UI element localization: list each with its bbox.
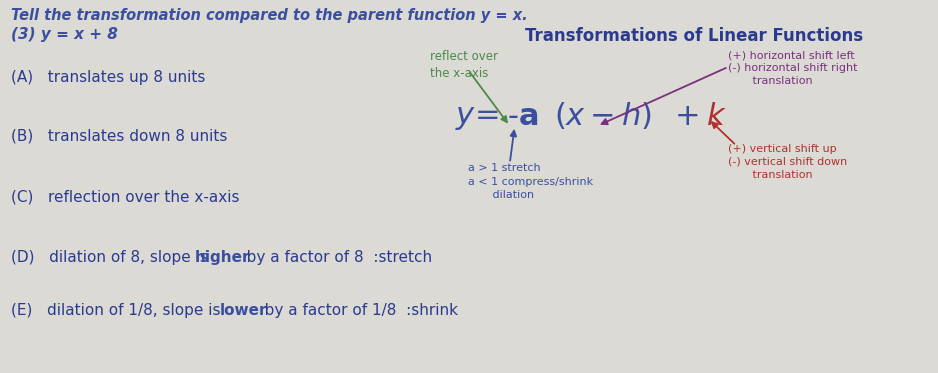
- Text: by a factor of 1/8  :shrink: by a factor of 1/8 :shrink: [250, 303, 459, 318]
- Text: higher: higher: [195, 250, 250, 265]
- Text: (+) vertical shift up
(-) vertical shift down
       translation: (+) vertical shift up (-) vertical shift…: [729, 144, 848, 180]
- Text: (3) y = x + 8: (3) y = x + 8: [10, 27, 117, 43]
- Text: $(x - h)$: $(x - h)$: [554, 101, 653, 132]
- Text: (+) horizontal shift left
(-) horizontal shift right
       translation: (+) horizontal shift left (-) horizontal…: [729, 50, 858, 87]
- Text: (E)   dilation of 1/8, slope is: (E) dilation of 1/8, slope is: [10, 303, 234, 318]
- Text: $k$: $k$: [705, 101, 726, 132]
- Text: (C)   reflection over the x-axis: (C) reflection over the x-axis: [10, 190, 239, 205]
- Text: Tell the transformation compared to the parent function y = x.: Tell the transformation compared to the …: [10, 8, 527, 23]
- Text: Transformations of Linear Functions: Transformations of Linear Functions: [524, 27, 863, 46]
- Text: $+$: $+$: [673, 101, 698, 132]
- Text: reflect over
the x-axis: reflect over the x-axis: [431, 50, 498, 80]
- Text: $\mathbf{\text{-}a}$: $\mathbf{\text{-}a}$: [507, 101, 537, 132]
- Text: (B)   translates down 8 units: (B) translates down 8 units: [10, 129, 227, 144]
- Text: by a factor of 8  :stretch: by a factor of 8 :stretch: [232, 250, 432, 265]
- Text: $y\!=\!$: $y\!=\!$: [455, 101, 499, 132]
- Text: (A)   translates up 8 units: (A) translates up 8 units: [10, 70, 205, 85]
- Text: lower: lower: [219, 303, 267, 318]
- Text: (D)   dilation of 8, slope is: (D) dilation of 8, slope is: [10, 250, 213, 265]
- Text: a > 1 stretch
a < 1 compress/shrink
       dilation: a > 1 stretch a < 1 compress/shrink dila…: [468, 163, 593, 200]
